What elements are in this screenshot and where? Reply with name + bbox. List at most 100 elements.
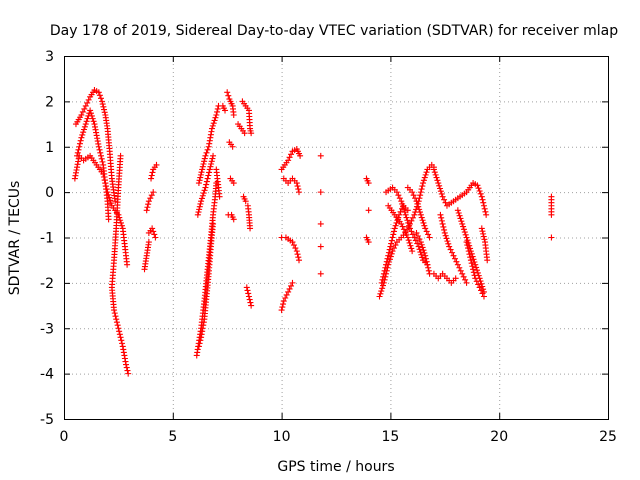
data-point xyxy=(477,190,484,197)
data-point xyxy=(425,231,432,238)
x-tick-label: 5 xyxy=(168,429,177,445)
data-point xyxy=(420,177,427,184)
data-point xyxy=(295,186,302,193)
x-tick-label: 20 xyxy=(490,429,508,445)
data-point xyxy=(548,234,555,241)
data-point xyxy=(393,189,400,196)
data-point xyxy=(405,237,412,244)
y-tick-label: -1 xyxy=(40,231,54,247)
data-point xyxy=(365,180,372,187)
data-point xyxy=(295,254,302,261)
data-point xyxy=(230,111,237,118)
data-point xyxy=(245,290,252,297)
data-point xyxy=(437,188,444,195)
data-point xyxy=(144,204,151,211)
data-point xyxy=(149,169,156,176)
data-point xyxy=(471,259,478,266)
data-point xyxy=(206,166,213,173)
data-point xyxy=(456,264,463,271)
data-point xyxy=(399,223,406,230)
data-point xyxy=(398,198,405,205)
data-point xyxy=(376,293,383,300)
data-point xyxy=(404,217,411,224)
data-point xyxy=(81,123,88,130)
data-point xyxy=(414,240,421,247)
data-point xyxy=(425,267,432,274)
data-point xyxy=(418,214,425,221)
data-point xyxy=(84,99,91,106)
data-point xyxy=(95,89,102,96)
data-point xyxy=(206,169,213,176)
data-point xyxy=(420,219,427,226)
data-point xyxy=(474,269,481,276)
data-point xyxy=(442,199,449,206)
data-point xyxy=(387,253,394,260)
data-point xyxy=(398,220,405,227)
data-point xyxy=(245,293,252,300)
data-point xyxy=(197,174,204,181)
data-point xyxy=(116,331,123,338)
data-point xyxy=(452,275,459,282)
data-point xyxy=(75,146,82,153)
data-point xyxy=(432,171,439,178)
data-point xyxy=(89,115,96,122)
data-point xyxy=(230,216,237,223)
data-point xyxy=(111,307,118,314)
y-tick-label: 3 xyxy=(45,49,54,65)
data-point xyxy=(151,231,158,238)
data-point xyxy=(425,264,432,271)
data-point xyxy=(79,108,86,115)
data-point xyxy=(442,232,449,239)
data-point xyxy=(286,285,293,292)
data-point xyxy=(379,276,386,283)
data-point xyxy=(99,158,106,165)
data-point xyxy=(225,92,232,99)
data-point xyxy=(288,282,295,289)
data-point xyxy=(200,160,207,167)
data-point xyxy=(426,234,433,241)
data-point xyxy=(289,239,296,246)
data-point xyxy=(409,231,416,238)
data-point xyxy=(392,222,399,229)
data-point xyxy=(417,249,424,256)
data-point xyxy=(198,169,205,176)
data-point xyxy=(422,171,429,178)
data-point xyxy=(407,242,414,249)
data-point xyxy=(243,284,250,291)
data-point xyxy=(465,245,472,252)
data-point xyxy=(82,102,89,109)
data-point xyxy=(436,182,443,189)
data-point xyxy=(97,152,104,159)
data-point xyxy=(197,200,204,207)
data-point xyxy=(480,293,487,300)
chart-title: Day 178 of 2019, Sidereal Day-to-day VTE… xyxy=(50,23,618,39)
data-point xyxy=(87,110,94,117)
data-point xyxy=(476,187,483,194)
data-point xyxy=(197,171,204,178)
data-point xyxy=(396,195,403,202)
data-point xyxy=(460,226,467,233)
data-point xyxy=(408,245,415,252)
data-point xyxy=(411,234,418,241)
data-point xyxy=(400,206,407,213)
data-point xyxy=(216,193,223,200)
data-point xyxy=(403,231,410,238)
data-point xyxy=(419,244,426,251)
data-point xyxy=(401,209,408,216)
data-point xyxy=(484,257,491,264)
data-point xyxy=(480,199,487,206)
data-point xyxy=(386,246,393,253)
data-point xyxy=(99,101,106,108)
y-tick-label: -5 xyxy=(40,412,54,428)
data-point xyxy=(408,228,415,235)
data-point xyxy=(197,337,204,344)
data-point xyxy=(481,236,488,243)
data-point xyxy=(447,246,454,253)
data-point xyxy=(421,222,428,229)
data-point xyxy=(463,279,470,286)
data-point xyxy=(468,260,475,267)
data-point xyxy=(150,189,157,196)
data-point xyxy=(113,319,120,326)
data-point xyxy=(388,250,395,257)
